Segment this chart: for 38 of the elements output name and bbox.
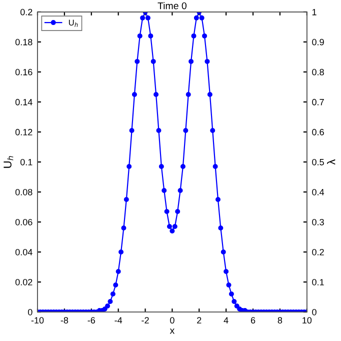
y-tick-label: 0.2: [20, 8, 32, 16]
y-tick-label: 0.1: [20, 158, 32, 166]
x-tick-label: -4: [114, 317, 122, 324]
x-tick-label: 10: [302, 317, 312, 324]
y2-tick-label: 0.5: [312, 158, 324, 166]
x-tick-label: 4: [224, 317, 228, 324]
x-tick-label: 2: [197, 317, 202, 324]
y2-tick-label: 0.1: [312, 278, 324, 286]
y2-tick-label: 1: [312, 8, 316, 16]
x-tick-label: 0: [170, 317, 174, 324]
y2-tick-label: 0.4: [312, 188, 324, 196]
y2-tick-label: 0.6: [312, 128, 324, 136]
x-tick-label: -8: [60, 317, 68, 324]
x-tick-label: 8: [278, 317, 282, 324]
y-tick-label: 0.06: [15, 218, 32, 226]
x-tick-label: 6: [250, 317, 256, 324]
y-tick-label: 0.04: [15, 248, 32, 256]
y-tick-label: 0.12: [15, 128, 32, 136]
y-tick-label: 0.02: [15, 278, 32, 286]
chart-title: Time 0: [158, 2, 186, 10]
y2-tick-label: 0.7: [312, 98, 324, 106]
x-tick-label: -10: [31, 317, 44, 324]
y2-tick-label: 0.9: [312, 38, 324, 46]
x-tick-label: -2: [142, 317, 149, 324]
y2-tick-label: 0.8: [312, 68, 324, 76]
y2-axis-title: λ: [327, 159, 336, 165]
y-tick-label: 0: [28, 308, 32, 316]
y2-tick-label: 0.3: [312, 218, 324, 226]
y2-tick-label: 0: [312, 308, 316, 316]
y-tick-label: 0.16: [15, 68, 32, 76]
y-axis-title: U$_{h}$: [4, 156, 14, 168]
y-tick-label: 0.18: [15, 38, 32, 46]
x-axis-title: x: [170, 328, 175, 334]
y2-tick-label: 0.2: [312, 248, 324, 256]
x-tick-label: -6: [88, 317, 96, 324]
y-tick-label: 0.14: [15, 98, 32, 106]
y-tick-label: 0.08: [15, 188, 32, 196]
legend-label: U$_{h}$: [68, 20, 78, 27]
